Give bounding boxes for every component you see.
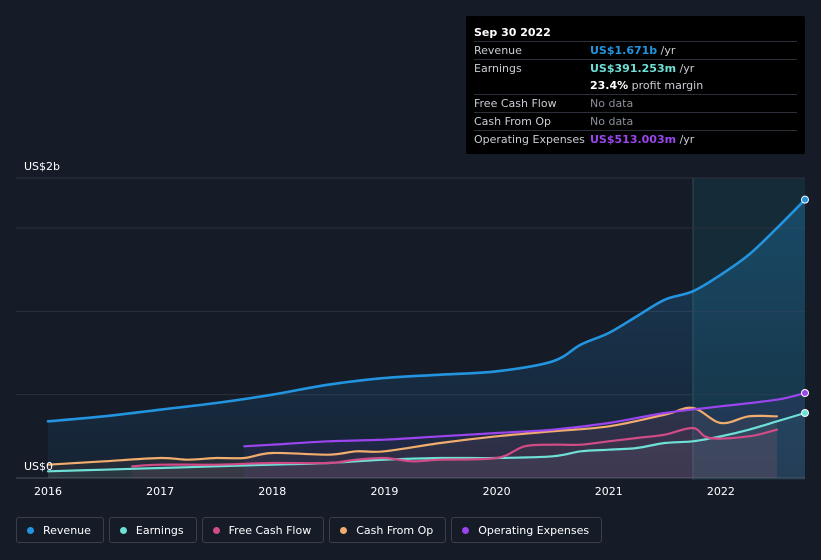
tooltip-row-value: No data — [590, 115, 634, 128]
legend-dot-icon — [212, 526, 220, 534]
earnings-area — [48, 413, 805, 478]
x-tick-label: 2018 — [258, 485, 287, 498]
earnings-line — [46, 411, 807, 473]
legend-label: Cash From Op — [356, 523, 434, 537]
tooltip-row-value: US$391.253m — [590, 62, 677, 75]
legend-dot-icon — [119, 526, 127, 534]
tooltip-row-suffix: /yr — [657, 44, 676, 57]
operating-expenses-end-point — [801, 389, 809, 397]
tooltip-row: 23.4% profit margin — [474, 77, 797, 94]
cash-from-op-line — [46, 406, 779, 466]
tooltip-row: Cash From Op No data — [474, 112, 797, 130]
x-tick-label: 2020 — [482, 485, 511, 498]
x-tick-label: 2017 — [146, 485, 175, 498]
y-axis-bottom-label: US$0 — [24, 460, 54, 473]
revenue-line — [46, 198, 807, 423]
tooltip-row-value: 23.4% — [590, 79, 629, 92]
tooltip-row-label: Cash From Op — [474, 115, 552, 128]
free-cash-flow-area — [132, 427, 777, 478]
legend-label: Revenue — [43, 523, 91, 537]
tooltip-row: Free Cash Flow No data — [474, 94, 797, 112]
legend-item-operating-expenses[interactable]: Operating Expenses — [451, 517, 603, 543]
earnings-end-point — [801, 409, 809, 417]
tooltip-row-suffix: /yr — [676, 62, 695, 75]
tooltip-date: Sep 30 2022 — [474, 26, 551, 39]
tooltip-row: Operating Expenses US$513.003m /yr — [474, 130, 797, 148]
tooltip-row-suffix: /yr — [676, 133, 695, 146]
tooltip: Sep 30 2022 Revenue US$1.671b /yr Earnings… — [466, 16, 805, 154]
y-axis-top-label: US$2b — [24, 160, 61, 173]
x-tick-label: 2019 — [370, 485, 399, 498]
legend-label: Earnings — [135, 523, 184, 537]
free-cash-flow-line — [131, 426, 779, 468]
x-tick-label: 2022 — [706, 485, 735, 498]
legend-label: Operating Expenses — [478, 523, 590, 537]
tooltip-row-label: Free Cash Flow — [474, 97, 557, 110]
x-tick-label: 2021 — [594, 485, 623, 498]
revenue-end-point — [801, 195, 809, 204]
tooltip-row: Earnings US$391.253m /yr — [474, 59, 797, 77]
legend-item-free-cash-flow[interactable]: Free Cash Flow — [201, 517, 325, 543]
cash-from-op-area — [48, 407, 777, 478]
tooltip-row-value: US$1.671b — [590, 44, 658, 57]
tooltip-row-label: Operating Expenses — [474, 133, 585, 146]
tooltip-row-label — [474, 77, 590, 94]
tooltip-row-label: Revenue — [474, 44, 522, 57]
legend-dot-icon — [340, 526, 348, 534]
tooltip-row-value: No data — [590, 97, 634, 110]
legend-dot-icon — [27, 526, 34, 534]
tooltip-row: Revenue US$1.671b /yr — [474, 41, 797, 59]
tooltip-row-suffix: profit margin — [628, 79, 704, 92]
legend-dot-icon — [462, 526, 470, 534]
legend-label: Free Cash Flow — [228, 523, 312, 537]
legend: Revenue Earnings Free Cash Flow Cash From O… — [16, 517, 603, 543]
revenue-area — [48, 199, 805, 478]
legend-item-earnings[interactable]: Earnings — [108, 517, 197, 543]
tooltip-row-label: Earnings — [474, 62, 522, 75]
legend-item-revenue[interactable]: Revenue — [16, 517, 104, 543]
x-tick-label: 2016 — [34, 485, 62, 498]
legend-item-cash-from-op[interactable]: Cash From Op — [329, 517, 447, 543]
operating-expenses-line — [243, 391, 807, 448]
tooltip-row-value: US$513.003m — [590, 133, 677, 146]
